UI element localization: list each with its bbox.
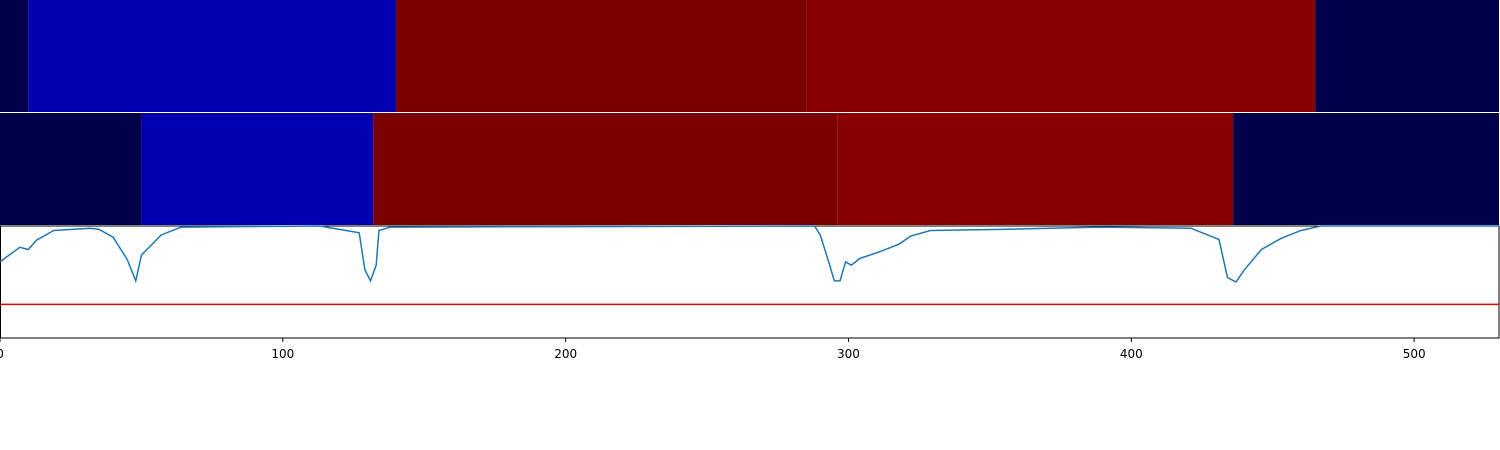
x-tick-label: 0	[0, 347, 4, 361]
segment	[373, 113, 838, 225]
segment	[28, 0, 396, 112]
segment	[395, 0, 807, 112]
segment	[0, 113, 142, 225]
segment	[141, 113, 374, 225]
segment	[0, 0, 29, 112]
x-tick-label: 500	[1403, 347, 1426, 361]
segment	[1315, 0, 1499, 112]
x-tick-label: 100	[271, 347, 294, 361]
segment	[1233, 113, 1499, 225]
x-tick-label: 400	[1120, 347, 1143, 361]
line-series	[0, 225, 1499, 284]
x-tick-label: 300	[837, 347, 860, 361]
x-tick-label: 200	[554, 347, 577, 361]
segment	[837, 113, 1234, 225]
segment	[806, 0, 1316, 112]
